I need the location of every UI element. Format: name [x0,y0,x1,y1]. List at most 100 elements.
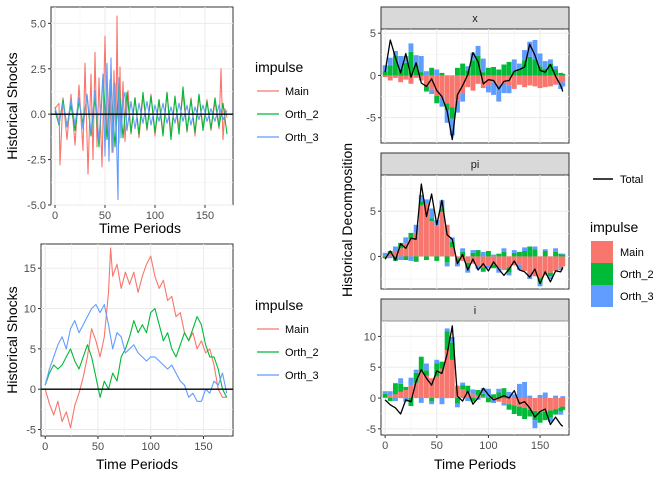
bar-orth3-pi [506,272,512,276]
legend-label-orth2: Orth_2 [285,347,319,359]
bar-main-x [403,75,409,80]
bar-orth3-x [560,82,566,87]
bar-orth2-pi [511,252,517,257]
legend-key-orth3 [591,285,613,307]
bar-orth2-i [434,363,440,377]
bar-orth3-x [393,51,398,57]
bar-main-x [387,75,393,81]
y-axis-label: Historical Shocks [4,52,20,159]
x-tick-label: 150 [194,441,212,453]
bar-orth3-i [465,398,471,402]
bar-orth3-x [542,61,548,69]
bar-main-i [560,398,566,407]
bar-orth2-i [537,412,543,423]
legend-key-orth2 [591,263,613,285]
legend-label-main: Main [620,247,644,259]
bar-orth2-pi [527,246,533,257]
bar-orth3-pi [548,276,553,279]
bar-orth2-pi [470,252,476,257]
bar-main-i [449,359,455,398]
bar-orth2-pi [382,256,388,259]
bar-orth2-i [532,411,538,421]
bar-orth3-x [486,85,491,93]
bar-orth3-x [424,71,429,76]
bar-orth2-i [517,406,522,416]
bar-main-i [465,392,471,398]
plot-area [40,243,234,437]
panel-top-left: 0 50 100 150-5.0-2.50.02.55.0 Time Periods … [4,6,234,236]
bar-orth2-x [506,61,512,76]
bar-orth2-i [470,398,476,402]
bar-orth2-pi [413,256,419,262]
bar-main-x [408,75,414,84]
bar-main-x [470,75,476,91]
bar-orth3-pi [553,248,558,252]
bar-orth2-pi [387,251,393,254]
legend-bottom-left: impulse Main Orth_2 Orth_3 [255,297,319,382]
x-axis-label: Time Periods [96,456,178,472]
bar-main-i [548,398,553,411]
bar-orth3-x [408,43,414,52]
bar-orth3-pi [475,265,481,270]
y-tick-label: 5 [370,206,376,218]
bar-orth2-pi [449,242,455,248]
x-axis: 0 50 100 150 [382,435,549,452]
bar-main-pi [548,256,553,273]
bar-main-x [532,75,538,87]
bar-orth3-i [470,389,476,395]
bar-orth3-i [444,328,450,332]
bar-orth2-pi [439,208,445,213]
bar-main-pi [393,251,398,257]
bar-orth2-i [522,407,527,419]
bar-orth3-i [418,398,424,403]
bar-orth2-x [393,56,398,76]
bar-orth3-i [382,391,388,394]
bar-orth3-pi [491,254,496,257]
bar-orth2-i [387,398,393,402]
bar-orth2-x [553,69,558,76]
bar-orth2-i [475,390,481,396]
facet-x: x -5 0 5 [366,6,570,144]
bar-main-i [439,368,445,398]
bar-main-x [501,75,507,83]
legend-label-main: Main [285,324,309,336]
bar-main-pi [553,256,558,271]
bar-main-pi [506,256,512,268]
axes: 0 50 100 150 -5 0 5 10 15 [24,263,213,453]
facet-strip-label: i [474,305,476,317]
y-tick-label: 0 [370,251,376,263]
bar-orth3-pi [398,256,404,260]
bar-orth2-x [548,63,553,76]
bar-main-i [532,398,538,411]
bar-main-pi [532,256,538,277]
bar-main-pi [424,203,429,257]
bar-orth3-i [413,369,419,373]
bar-main-x [522,75,527,88]
bar-orth2-x [387,65,393,76]
bar-main-x [465,75,471,88]
bar-orth3-x [496,84,502,102]
bar-main-x [393,75,398,78]
bar-main-x [496,75,502,85]
bar-orth3-pi [486,265,491,269]
bar-orth2-x [527,56,533,76]
bar-main-x [527,75,533,86]
legend-top-left: impulse Main Orth_2 Orth_3 [255,59,319,144]
bar-orth3-x [506,85,512,94]
y-tick-label: -5 [366,424,376,436]
bar-main-x [418,75,424,81]
bar-main-i [393,394,398,398]
bar-main-pi [413,232,419,257]
bar-orth3-i [537,394,543,398]
total-line [384,325,564,427]
bar-main-pi [418,205,424,257]
bar-main-pi [522,256,527,271]
bar-orth3-pi [537,282,543,287]
bar-orth2-x [475,56,481,76]
bar-main-i [413,382,419,398]
bar-orth2-i [527,409,533,417]
bar-orth2-i [455,398,460,404]
bar-orth2-pi [475,250,481,257]
bar-orth3-pi [532,246,538,250]
bar-orth3-i [491,399,496,403]
